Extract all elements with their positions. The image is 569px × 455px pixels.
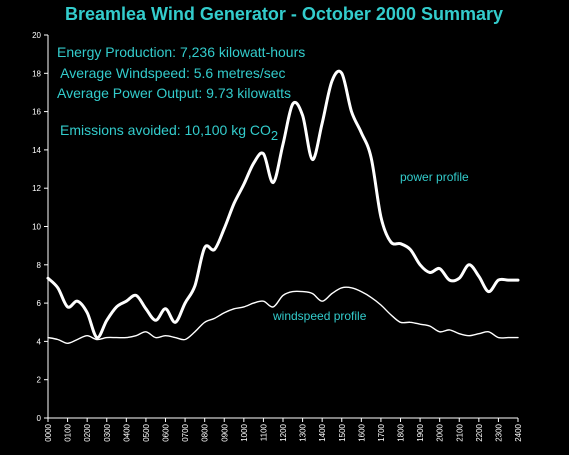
energy-production-text: Energy Production: 7,236 kilowatt-hours — [57, 44, 305, 60]
y-tick-labels: 0 2 4 6 8 10 12 14 16 18 20 — [32, 31, 48, 423]
x-tick-label: 2300 — [494, 423, 503, 441]
y-tick-label: 12 — [32, 184, 41, 193]
annotations: Energy Production: 7,236 kilowatt-hours … — [57, 44, 305, 143]
chart-title: Breamlea Wind Generator - October 2000 S… — [65, 4, 503, 24]
emissions-avoided-text: Emissions avoided: 10,100 kg CO2 — [60, 122, 278, 143]
y-tick-label: 14 — [32, 146, 41, 155]
series-lines — [46, 69, 520, 344]
x-tick-label: 0500 — [142, 423, 151, 441]
x-tick-label: 0400 — [122, 423, 131, 441]
x-tick-label: 0600 — [162, 423, 171, 441]
x-tick-label: 0900 — [220, 423, 229, 441]
average-windspeed-text: Average Windspeed: 5.6 metres/sec — [57, 65, 286, 81]
y-tick-label: 20 — [32, 31, 41, 40]
windspeed-profile-label: windspeed profile — [272, 309, 367, 323]
x-tick-label: 1700 — [377, 423, 386, 441]
y-tick-label: 10 — [32, 223, 41, 232]
x-tick-label: 0700 — [181, 423, 190, 441]
series-labels: power profile windspeed profile — [272, 170, 469, 323]
power-profile-label: power profile — [400, 170, 469, 184]
x-tick-label: 1500 — [338, 423, 347, 441]
y-tick-label: 8 — [37, 261, 42, 270]
emissions-subscript: 2 — [271, 128, 278, 143]
y-tick-label: 16 — [32, 108, 41, 117]
y-tick-label: 0 — [37, 414, 42, 423]
emissions-main: Emissions avoided: 10,100 kg CO — [60, 122, 271, 138]
y-tick-label: 6 — [37, 299, 42, 308]
x-tick-label: 1600 — [357, 423, 366, 441]
x-tick-label: 2100 — [455, 423, 464, 441]
x-tick-label: 0200 — [83, 423, 92, 441]
x-tick-label: 1400 — [318, 423, 327, 441]
windspeed-profile-line — [47, 286, 519, 344]
y-tick-label: 18 — [32, 69, 41, 78]
x-tick-label: 1200 — [279, 423, 288, 441]
x-tick-label: 1100 — [259, 423, 268, 441]
x-tick-label: 1300 — [299, 423, 308, 441]
x-tick-label: 1900 — [416, 423, 425, 441]
x-tick-label: 2200 — [475, 423, 484, 441]
x-tick-labels: 0000 0100 0200 0300 0400 0500 0600 0700 0800 0900… — [44, 418, 523, 442]
power-profile-line — [46, 69, 520, 340]
x-tick-label: 0300 — [103, 423, 112, 441]
x-tick-label: 2400 — [514, 423, 523, 441]
x-tick-label: 1800 — [397, 423, 406, 441]
x-tick-label: 2000 — [436, 423, 445, 441]
x-tick-label: 0800 — [201, 423, 210, 441]
y-tick-label: 2 — [37, 376, 42, 385]
x-tick-label: 0000 — [44, 423, 53, 441]
average-power-text: Average Power Output: 9.73 kilowatts — [57, 85, 291, 101]
x-tick-label: 0100 — [64, 423, 73, 441]
x-tick-label: 1000 — [240, 423, 249, 441]
y-tick-label: 4 — [37, 337, 42, 346]
